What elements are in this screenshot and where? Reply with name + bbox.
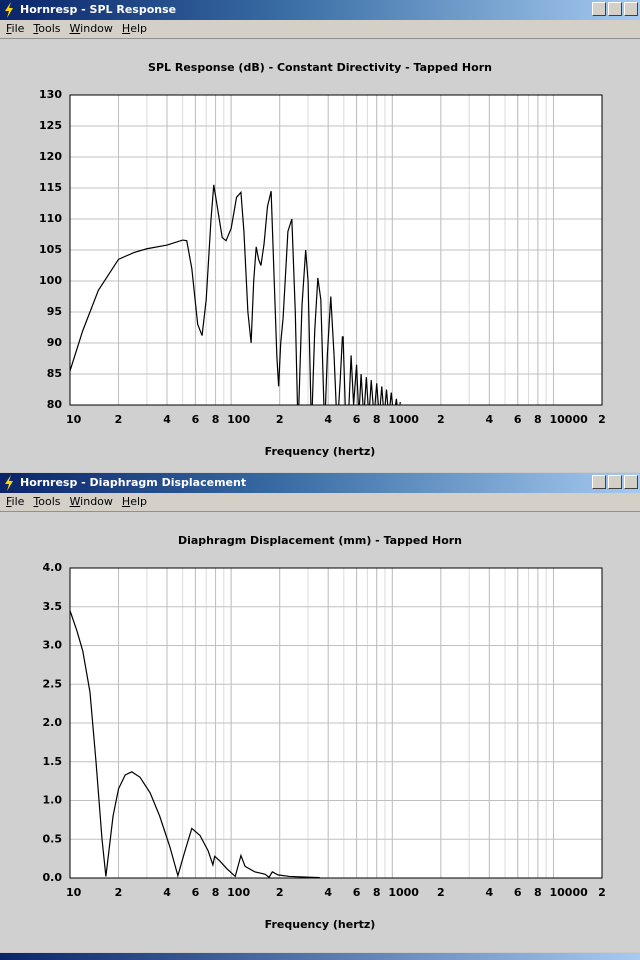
app-icon <box>5 475 13 491</box>
menu-item[interactable]: Window <box>69 22 113 35</box>
x-tick-label: 100 <box>227 886 250 899</box>
menu-item[interactable]: Help <box>121 495 148 508</box>
y-tick-label: 85 <box>47 367 62 380</box>
x-axis-label: Frequency (hertz) <box>265 445 376 458</box>
x-tick-label: 6 <box>514 886 522 899</box>
y-tick-label: 1.0 <box>43 794 63 807</box>
x-tick-label: 1000 <box>388 886 419 899</box>
y-tick-label: 1.5 <box>43 755 63 768</box>
plot-border <box>69 567 603 879</box>
x-tick-label: 10 <box>66 886 82 899</box>
x-tick-label: 8 <box>534 886 542 899</box>
y-tick-label: 130 <box>39 88 62 101</box>
close-button[interactable] <box>624 475 638 489</box>
x-tick-label: 2 <box>115 413 123 426</box>
menu-bar: File Tools Window Help <box>0 20 640 39</box>
y-tick-label: 90 <box>47 336 63 349</box>
data-line <box>70 184 401 405</box>
menu-item[interactable]: Tools <box>33 22 61 35</box>
x-tick-label: 6 <box>353 413 361 426</box>
y-tick-label: 3.0 <box>43 639 63 652</box>
y-tick-label: 2.5 <box>43 677 63 690</box>
title-bar: Hornresp - SPL Response <box>0 0 640 20</box>
y-tick-label: 2.0 <box>43 716 63 729</box>
y-tick-label: 115 <box>39 181 62 194</box>
window: Hornresp - Diaphragm Displacement File To… <box>0 473 640 952</box>
chart: 10 2 4 6 8 100 2 4 6 8 1000 2 4 6 8 10000 20.00.51.01.52… <box>43 534 606 931</box>
y-tick-label: 125 <box>39 119 62 132</box>
x-tick-label: 10 <box>66 413 82 426</box>
x-tick-label: 8 <box>373 886 381 899</box>
menu-bar: File Tools Window Help <box>0 493 640 512</box>
x-tick-label: 100 <box>227 413 250 426</box>
y-tick-label: 120 <box>39 150 62 163</box>
x-tick-label: 10000 <box>549 886 588 899</box>
x-tick-label: 6 <box>192 413 200 426</box>
minimize-button[interactable] <box>592 2 606 16</box>
x-tick-label: 6 <box>514 413 522 426</box>
x-tick-label: 8 <box>212 413 220 426</box>
y-tick-label: 80 <box>47 398 63 411</box>
maximize-button[interactable] <box>608 475 622 489</box>
x-tick-label: 2 <box>276 413 284 426</box>
chart: 10 2 4 6 8 100 2 4 6 8 1000 2 4 6 8 10000 28085909510010… <box>39 61 606 458</box>
maximize-button[interactable] <box>608 2 622 16</box>
x-tick-label: 8 <box>212 886 220 899</box>
x-tick-label: 4 <box>163 413 171 426</box>
data-line <box>70 610 320 878</box>
minimize-button[interactable] <box>592 475 606 489</box>
y-tick-label: 3.5 <box>43 600 63 613</box>
x-axis-label: Frequency (hertz) <box>265 918 376 931</box>
x-tick-label: 4 <box>486 413 494 426</box>
x-tick-label: 1000 <box>388 413 419 426</box>
y-tick-label: 110 <box>39 212 62 225</box>
x-tick-label: 4 <box>324 886 332 899</box>
x-tick-label: 10000 <box>549 413 588 426</box>
menu-item[interactable]: File <box>6 495 25 508</box>
y-tick-label: 4.0 <box>43 561 63 574</box>
y-tick-label: 105 <box>39 243 62 256</box>
y-tick-label: 95 <box>47 305 62 318</box>
menu-item[interactable]: Tools <box>33 495 61 508</box>
x-tick-label: 2 <box>598 413 606 426</box>
x-tick-label: 8 <box>373 413 381 426</box>
x-tick-label: 4 <box>486 886 494 899</box>
window: Hornresp - SPL Response File Tools Window H… <box>0 0 640 472</box>
x-tick-label: 6 <box>353 886 361 899</box>
app-icon <box>5 2 13 18</box>
title-bar: Hornresp - Diaphragm Displacement <box>0 473 640 493</box>
y-tick-label: 0.5 <box>43 832 63 845</box>
chart-title: Diaphragm Displacement (mm) - Tapped Hor… <box>178 534 462 547</box>
menu-item[interactable]: Window <box>69 495 113 508</box>
x-tick-label: 8 <box>534 413 542 426</box>
menu-item[interactable]: File <box>6 22 25 35</box>
x-tick-label: 6 <box>192 886 200 899</box>
x-tick-label: 2 <box>115 886 123 899</box>
window-edge <box>0 953 640 960</box>
menu-item[interactable]: Help <box>121 22 148 35</box>
x-tick-label: 2 <box>598 886 606 899</box>
window-title: Hornresp - SPL Response <box>20 3 177 16</box>
chart-title: SPL Response (dB) - Constant Directivity… <box>148 61 492 74</box>
window-title: Hornresp - Diaphragm Displacement <box>20 476 247 489</box>
y-tick-label: 100 <box>39 274 62 287</box>
close-button[interactable] <box>624 2 638 16</box>
x-tick-label: 2 <box>437 886 445 899</box>
x-tick-label: 4 <box>163 886 171 899</box>
y-tick-label: 0.0 <box>43 871 63 884</box>
x-tick-label: 2 <box>437 413 445 426</box>
x-tick-label: 4 <box>324 413 332 426</box>
x-tick-label: 2 <box>276 886 284 899</box>
